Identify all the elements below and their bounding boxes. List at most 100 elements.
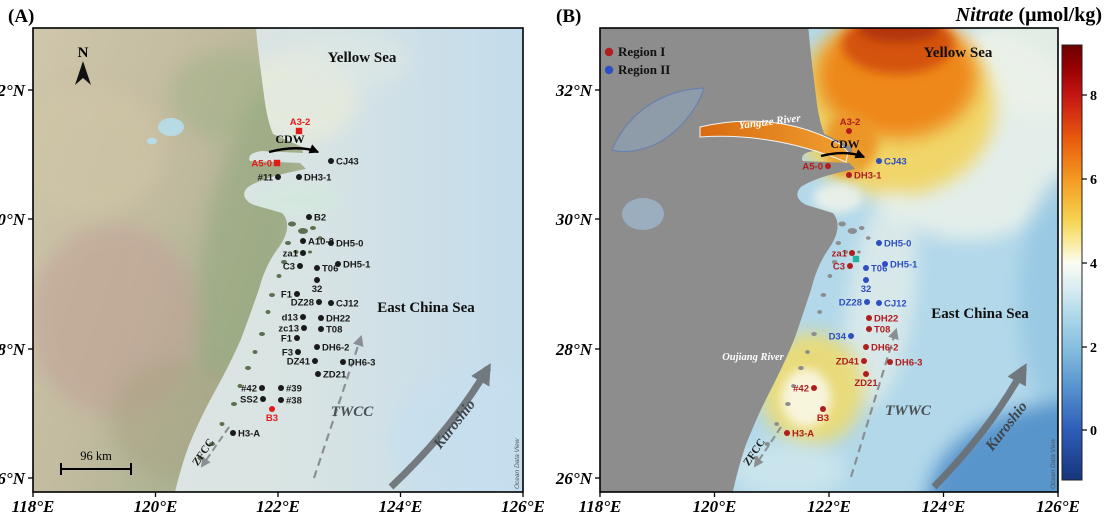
lon-tick-label: 126°E [1036, 497, 1080, 516]
panel-b-stations: A3-2 CJ43 A5-0 DH3-1 DH5-0 za1 C3 T06 DH5-1 32 DZ2… [784, 117, 922, 440]
station-marker-B3 [820, 406, 826, 412]
station-marker-#42 [259, 385, 265, 391]
map-label-cdw: CDW [830, 137, 859, 151]
station-label-F1: F1 [281, 334, 293, 345]
station-marker-H3-A [784, 430, 790, 436]
station-marker-DH5-1 [882, 261, 888, 267]
station-marker-DH22 [866, 315, 872, 321]
lon-tick-label: 120°E [134, 497, 178, 516]
station-marker-B2 [306, 214, 312, 220]
station-marker-d13 [300, 314, 306, 320]
lon-tick-label: 126°E [501, 497, 545, 516]
station-label-B3: B3 [817, 413, 829, 424]
north-arrow-glyph [75, 61, 91, 85]
station-label-za1: za1 [832, 249, 848, 260]
lat-tick-label: 30°N [555, 210, 593, 229]
station-marker-T06 [314, 265, 320, 271]
station-marker-T08 [866, 326, 872, 332]
panel-a-sea-shading [242, 30, 523, 492]
map-label-twcc: TWCC [331, 404, 375, 420]
station-label-H3-A: H3-A [238, 429, 260, 440]
lat-tick-label: 26°N [0, 469, 26, 488]
station-label-ZD21: ZD21 [323, 370, 347, 381]
station-marker-DH6-2 [314, 344, 320, 350]
station-label-CJ12: CJ12 [884, 299, 907, 310]
station-label-DH6-3: DH6-3 [348, 358, 375, 369]
station-marker-DH6-3 [887, 359, 893, 365]
station-marker-DH22 [318, 315, 324, 321]
map-label-oujiang-river: Oujiang River [722, 352, 784, 363]
station-label-A10-2: A10-2 [308, 237, 334, 248]
station-marker-CJ12 [328, 300, 334, 306]
colorbar-tick-label: 6 [1090, 173, 1097, 188]
legend-region2-dot [604, 65, 614, 75]
station-marker-A10-2 [300, 238, 306, 244]
station-marker-za1 [849, 250, 855, 256]
station-label-DH6-2: DH6-2 [322, 343, 349, 354]
station-label-A3-2: A3-2 [290, 117, 311, 128]
colorbar-tick-label: 2 [1090, 341, 1097, 356]
cdw-arrow-b [820, 149, 866, 159]
station-label-B2: B2 [314, 213, 326, 224]
station-label-C3: C3 [833, 262, 845, 273]
station-label-ZD41: ZD41 [836, 357, 860, 368]
panel-a-currents [200, 144, 492, 490]
lake-taihu [158, 118, 184, 136]
station-marker-DH3-1 [846, 172, 852, 178]
station-marker-CJ43 [876, 158, 882, 164]
colorbar-title-word: Nitrate [955, 4, 1014, 26]
station-label-F3: F3 [282, 348, 293, 359]
station-label-A5-0: A5-0 [251, 159, 272, 170]
lon-tick-label: 122°E [807, 497, 851, 516]
station-label-32: 32 [312, 284, 323, 295]
zfcc-dashed-arrow-b [753, 426, 782, 468]
station-marker-C3 [847, 263, 853, 269]
station-label-DH6-3: DH6-3 [895, 358, 922, 369]
station-marker-ZD41 [861, 358, 867, 364]
legend-region1-dot [604, 47, 614, 57]
lat-tick-label: 32°N [555, 81, 593, 100]
station-marker-A3-2 [846, 128, 852, 134]
station-marker-DH5-0 [876, 240, 882, 246]
station-label-B3: B3 [266, 413, 278, 424]
scale-label: 96 km [80, 449, 112, 463]
station-marker-DZ28 [316, 299, 322, 305]
lon-tick-label: 124°E [922, 497, 966, 516]
station-marker-za1 [300, 250, 306, 256]
colorbar-title: Nitrate (μmol/kg) [955, 4, 1102, 26]
station-label-DZ28: DZ28 [291, 298, 314, 309]
scale-bar: 96 km [60, 449, 132, 475]
station-label-ZD21: ZD21 [854, 378, 878, 389]
lon-tick-label: 118°E [12, 497, 55, 516]
map-label-yellow-sea: Yellow Sea [328, 50, 397, 66]
station-label-H3-A: H3-A [792, 429, 814, 440]
panel-a-stations: A3-2 CJ43 A5-0 #11 DH3-1 B2 A10-2 DH5-0 za1 C3 T06… [230, 117, 375, 440]
small-lake [147, 137, 157, 145]
station-marker-C3 [297, 263, 303, 269]
station-marker-DH5-0 [328, 240, 334, 246]
station-label-CJ12: CJ12 [336, 299, 359, 310]
station-marker-CJ43 [328, 158, 334, 164]
station-label-T06: T06 [871, 264, 887, 275]
station-marker-B3 [269, 406, 275, 412]
kuroshio-arrow-b [931, 363, 1028, 490]
station-marker-F1 [294, 335, 300, 341]
panel-a: A3-2 CJ43 A5-0 #11 DH3-1 B2 A10-2 DH5-0 za1 C3 T06… [0, 27, 545, 516]
station-label-DZ28: DZ28 [839, 298, 862, 309]
cdw-arrow [268, 144, 320, 154]
colorbar: 8 6 4 2 0 Nitrate (μmol/kg) [955, 4, 1102, 481]
station-label-#42: #42 [241, 384, 257, 395]
lon-tick-label: 118°E [579, 497, 622, 516]
lat-tick-label: 28°N [555, 340, 593, 359]
lat-tick-label: 30°N [0, 210, 26, 229]
station-marker-32 [314, 277, 320, 283]
station-label-DH3-1: DH3-1 [854, 171, 882, 182]
map-label-east-china-sea: East China Sea [377, 300, 475, 316]
kuroshio-arrow [388, 363, 492, 490]
colorbar-title-units: (μmol/kg) [1013, 4, 1102, 26]
panel-b: A3-2 CJ43 A5-0 DH3-1 DH5-0 za1 C3 T06 DH5-1 32 DZ2… [555, 27, 1080, 516]
station-label-C3: C3 [283, 262, 295, 273]
station-marker-ZD21 [315, 371, 321, 377]
